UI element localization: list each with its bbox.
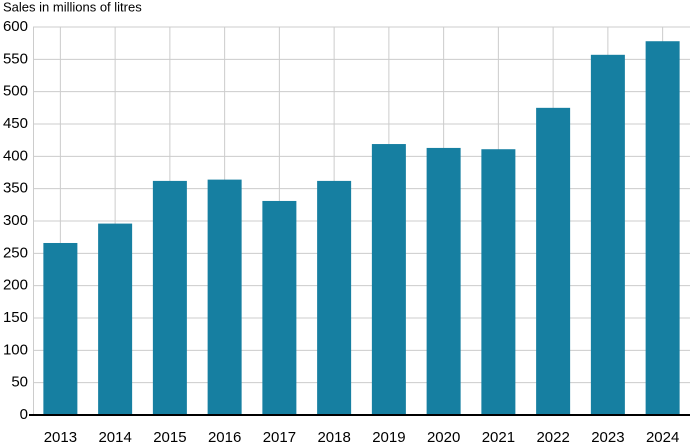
y-tick-label: 100 xyxy=(3,341,28,358)
bar xyxy=(426,147,461,415)
y-tick-label: 200 xyxy=(3,277,28,294)
bar xyxy=(371,144,406,415)
x-tick-label: 2018 xyxy=(317,429,350,446)
y-tick-label: 150 xyxy=(3,309,28,326)
x-tick-label: 2017 xyxy=(263,429,296,446)
bar xyxy=(317,180,352,415)
bar xyxy=(481,149,516,415)
y-tick-label: 400 xyxy=(3,147,28,164)
x-tick-label: 2015 xyxy=(153,429,186,446)
x-tick-label: 2023 xyxy=(591,429,624,446)
y-tick-label: 350 xyxy=(3,180,28,197)
bar xyxy=(645,41,680,416)
bar xyxy=(98,223,133,415)
y-tick-label: 250 xyxy=(3,244,28,261)
y-tick-label: 0 xyxy=(20,406,28,423)
x-tick-label: 2014 xyxy=(98,429,131,446)
x-tick-label: 2016 xyxy=(208,429,241,446)
y-tick-label: 500 xyxy=(3,83,28,100)
y-tick-label: 50 xyxy=(11,374,28,391)
bar xyxy=(152,180,187,415)
x-tick-label: 2022 xyxy=(536,429,569,446)
bar xyxy=(43,242,78,415)
chart-title: Sales in millions of litres xyxy=(3,0,142,14)
y-tick-label: 300 xyxy=(3,212,28,229)
bar xyxy=(207,179,242,415)
y-tick-label: 450 xyxy=(3,115,28,132)
bar xyxy=(536,107,571,415)
x-tick-label: 2020 xyxy=(427,429,460,446)
x-tick-label: 2019 xyxy=(372,429,405,446)
bar xyxy=(262,200,297,415)
bar xyxy=(590,54,625,415)
y-tick-label: 550 xyxy=(3,50,28,67)
y-tick-label: 600 xyxy=(3,18,28,35)
x-tick-label: 2013 xyxy=(44,429,77,446)
x-tick-label: 2024 xyxy=(646,429,679,446)
x-tick-label: 2021 xyxy=(482,429,515,446)
